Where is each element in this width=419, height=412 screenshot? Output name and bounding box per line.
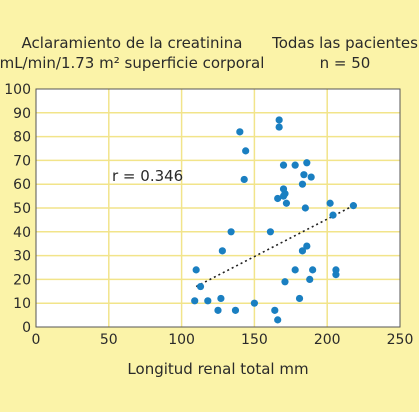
chart-title-line-2: mL/min/1.73 m² superficie corporal	[0, 54, 264, 72]
plot-frame	[35, 88, 401, 328]
data-point	[275, 123, 283, 131]
data-point	[291, 161, 299, 169]
data-point	[275, 116, 283, 124]
data-point	[300, 171, 308, 179]
x-tick-label: 0	[32, 332, 41, 348]
y-tick-label: 50	[13, 201, 31, 217]
y-tick-labels: 0 10 20 30 40 50 60 70 80 90 100	[4, 82, 31, 336]
data-point	[301, 204, 309, 212]
data-point	[332, 266, 340, 274]
data-point	[217, 294, 225, 303]
data-point	[303, 242, 311, 250]
y-tick-label: 30	[13, 249, 31, 265]
x-tick-label: 200	[314, 332, 341, 348]
data-point	[214, 306, 222, 314]
data-point	[274, 194, 282, 203]
data-point	[191, 297, 199, 305]
data-point	[326, 199, 334, 207]
data-point	[309, 266, 317, 274]
correlation-annotation: r = 0.346	[112, 167, 183, 185]
x-tick-label: 100	[168, 332, 195, 348]
data-point	[349, 202, 358, 210]
data-point	[204, 297, 212, 305]
data-point	[250, 299, 258, 307]
data-point	[329, 211, 337, 219]
y-tick-label: 40	[13, 225, 31, 241]
y-tick-label: 90	[13, 106, 31, 122]
y-tick-label: 20	[13, 272, 31, 288]
data-point	[306, 275, 314, 283]
y-tick-label: 60	[13, 177, 31, 193]
data-point	[298, 247, 307, 255]
y-tick-label: 70	[13, 153, 31, 169]
y-tick-label: 10	[13, 296, 31, 312]
x-tick-label: 150	[241, 332, 268, 348]
data-point	[298, 180, 307, 188]
data-point	[196, 282, 205, 291]
x-axis-label: Longitud renal total mm	[127, 360, 308, 378]
x-tick-label: 50	[100, 332, 118, 348]
chart-subtitle-line-2: n = 50	[320, 54, 371, 72]
data-point	[236, 128, 244, 136]
grid-lines	[36, 89, 400, 327]
chart-title-line-1: Aclaramiento de la creatinina	[22, 34, 243, 52]
y-tick-label: 100	[4, 82, 31, 98]
data-point	[303, 159, 311, 167]
data-point	[282, 199, 291, 207]
y-tick-label: 0	[22, 320, 31, 336]
data-point	[274, 316, 282, 324]
data-point	[281, 190, 289, 198]
data-point	[218, 247, 226, 255]
data-point	[240, 175, 248, 184]
data-point	[227, 228, 235, 236]
chart-subtitle-line-1: Todas las pacientes	[271, 34, 418, 52]
x-tick-labels: 0 50 100 150 200 250	[32, 332, 414, 348]
data-point	[291, 266, 299, 274]
y-tick-label: 80	[13, 130, 31, 146]
data-point	[231, 306, 240, 314]
data-points	[191, 116, 358, 324]
data-point	[281, 278, 289, 286]
data-point	[279, 161, 288, 169]
data-point	[266, 228, 275, 236]
data-point	[192, 266, 200, 274]
data-point	[271, 306, 279, 314]
data-point	[242, 147, 250, 155]
data-point	[307, 173, 315, 181]
x-tick-label: 250	[387, 332, 414, 348]
data-point	[295, 294, 304, 303]
